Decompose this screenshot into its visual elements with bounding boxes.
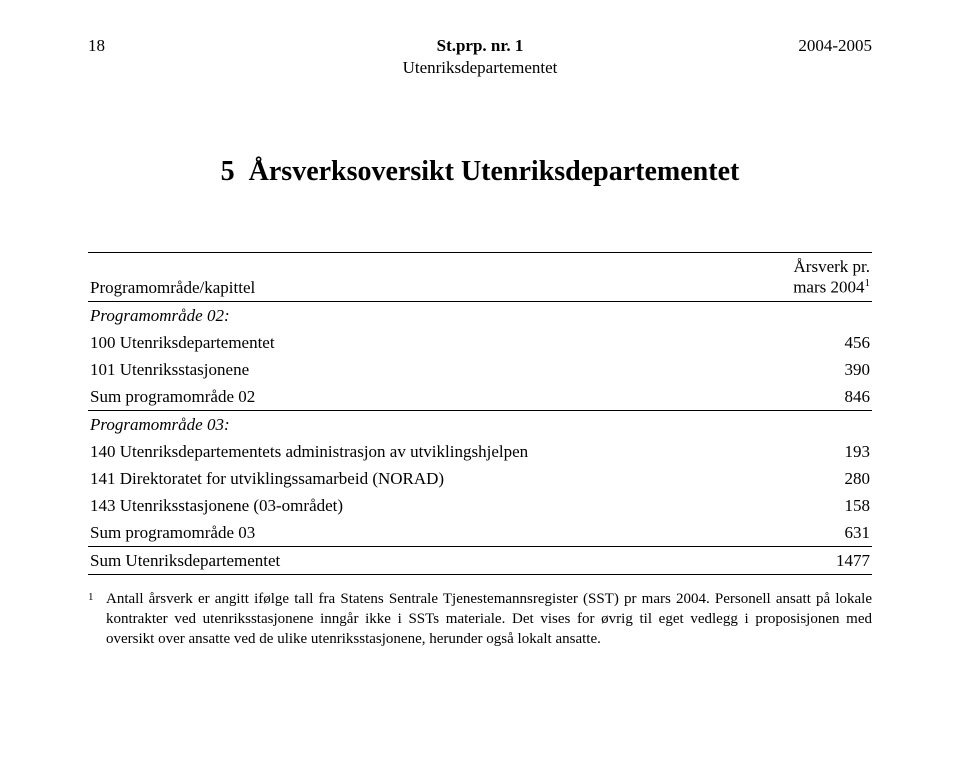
row-value: 631 <box>731 519 872 547</box>
table-row: 100 Utenriksdepartementet456 <box>88 329 872 356</box>
row-value: 1477 <box>731 546 872 574</box>
page-number: 18 <box>88 36 105 56</box>
row-value: 390 <box>731 356 872 383</box>
table-row: Programområde 02: <box>88 301 872 329</box>
footnote-mark: 1 <box>88 589 106 650</box>
table-row: Sum programområde 02846 <box>88 383 872 411</box>
row-label: Programområde 02: <box>88 301 731 329</box>
row-label: 101 Utenriksstasjonene <box>88 356 731 383</box>
row-value: 193 <box>731 438 872 465</box>
table-row: 141 Direktoratet for utviklingssamarbeid… <box>88 465 872 492</box>
document-page: 18 St.prp. nr. 1 2004-2005 Utenriksdepar… <box>0 0 960 780</box>
row-label: 141 Direktoratet for utviklingssamarbeid… <box>88 465 731 492</box>
footnote: 1 Antall årsverk er angitt ifølge tall f… <box>88 589 872 650</box>
table-row: 101 Utenriksstasjonene390 <box>88 356 872 383</box>
header-subtitle: Utenriksdepartementet <box>88 58 872 78</box>
header-year: 2004-2005 <box>798 36 872 56</box>
row-label: Sum programområde 03 <box>88 519 731 547</box>
row-label: Sum Utenriksdepartementet <box>88 546 731 574</box>
row-value <box>731 410 872 438</box>
row-label: 140 Utenriksdepartementets administrasjo… <box>88 438 731 465</box>
row-label: 100 Utenriksdepartementet <box>88 329 731 356</box>
row-value: 280 <box>731 465 872 492</box>
table-row: Sum Utenriksdepartementet1477 <box>88 546 872 574</box>
row-label: Programområde 03: <box>88 410 731 438</box>
row-value <box>731 301 872 329</box>
col-header-right: Årsverk pr. mars 20041 <box>731 253 872 301</box>
table-row: 140 Utenriksdepartementets administrasjo… <box>88 438 872 465</box>
chapter-heading: 5 Årsverksoversikt Utenriksdepartementet <box>88 156 872 188</box>
arsverk-table: Programområde/kapittel Årsverk pr. mars … <box>88 252 872 574</box>
table-row: Sum programområde 03631 <box>88 519 872 547</box>
footnote-text: Antall årsverk er angitt ifølge tall fra… <box>106 589 872 650</box>
table-row: Programområde 03: <box>88 410 872 438</box>
row-label: Sum programområde 02 <box>88 383 731 411</box>
row-label: 143 Utenriksstasjonene (03-området) <box>88 492 731 519</box>
row-value: 456 <box>731 329 872 356</box>
row-value: 846 <box>731 383 872 411</box>
running-header: 18 St.prp. nr. 1 2004-2005 Utenriksdepar… <box>88 36 872 78</box>
row-value: 158 <box>731 492 872 519</box>
table-row: 143 Utenriksstasjonene (03-området)158 <box>88 492 872 519</box>
table-header-row: Programområde/kapittel Årsverk pr. mars … <box>88 253 872 301</box>
col-header-left: Programområde/kapittel <box>88 253 731 301</box>
